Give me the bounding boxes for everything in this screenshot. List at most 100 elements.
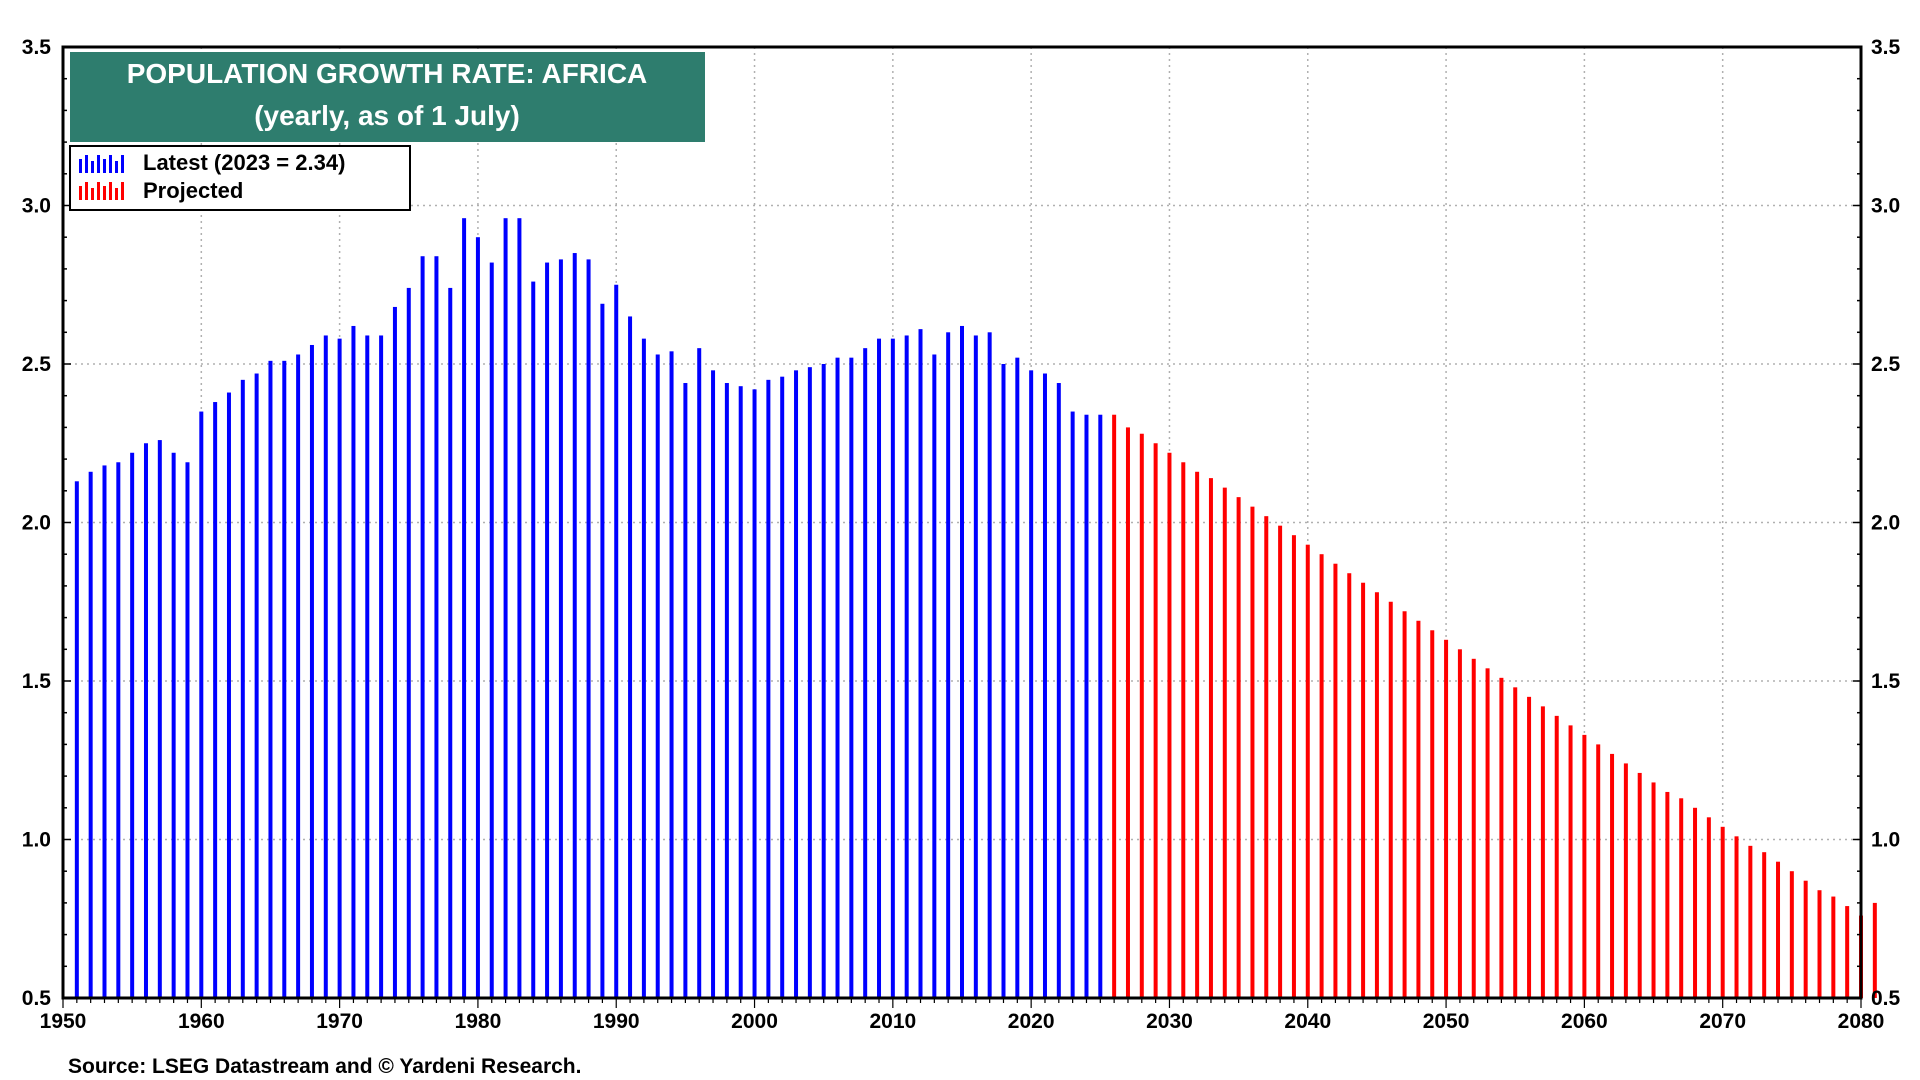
bar-projected: [1610, 753, 1615, 998]
bar-projected: [1361, 582, 1366, 998]
x-tick-label: 2080: [1838, 1010, 1885, 1033]
bar-latest: [185, 462, 190, 998]
bar-latest: [987, 332, 992, 998]
bar-projected: [1416, 620, 1421, 998]
bar-projected: [1195, 471, 1200, 998]
bar-projected: [1651, 782, 1656, 998]
y-tick-label-left: 1.0: [22, 829, 51, 852]
legend-label-latest: Latest (2023 = 2.34): [143, 150, 345, 175]
bar-projected: [1789, 871, 1794, 998]
bar-latest: [697, 348, 702, 998]
bar-latest: [157, 440, 162, 999]
legend-swatch-bar: [103, 159, 106, 173]
bar-latest: [821, 364, 826, 998]
bar-latest: [74, 481, 79, 998]
bar-latest: [600, 303, 605, 998]
bar-projected: [1457, 649, 1462, 998]
x-tick-label: 2010: [869, 1010, 916, 1033]
y-tick-label-left: 1.5: [22, 670, 52, 693]
x-tick-label: 2000: [731, 1010, 778, 1033]
bar-projected: [1513, 687, 1518, 998]
bar-latest: [323, 335, 328, 999]
y-tick-label-right: 1.5: [1871, 670, 1901, 693]
x-tick-label: 2060: [1561, 1010, 1608, 1033]
bar-latest: [628, 316, 633, 998]
bar-projected: [1236, 497, 1241, 998]
y-tick-label-right: 1.0: [1871, 829, 1900, 852]
bar-latest: [434, 256, 439, 999]
bar-projected: [1374, 592, 1379, 998]
bar-projected: [1208, 478, 1213, 998]
chart-title: POPULATION GROWTH RATE: AFRICA: [127, 58, 648, 89]
x-tick-label: 2050: [1423, 1010, 1470, 1033]
x-tick-label: 2070: [1699, 1010, 1746, 1033]
bar-latest: [1084, 414, 1089, 999]
y-tick-label-right: 0.5: [1871, 987, 1901, 1010]
bar-latest: [309, 344, 314, 999]
bar-projected: [1568, 725, 1573, 998]
bar-latest: [199, 411, 204, 998]
bar-latest: [877, 338, 882, 998]
y-tick-label-left: 3.5: [22, 36, 52, 59]
bar-projected: [1430, 630, 1435, 998]
bar-latest: [379, 335, 384, 999]
bar-projected: [1706, 817, 1711, 998]
bar-latest: [904, 335, 909, 999]
title-box: POPULATION GROWTH RATE: AFRICA (yearly, …: [70, 52, 705, 142]
bar-latest: [558, 259, 563, 998]
bar-latest: [655, 354, 660, 998]
bar-latest: [890, 338, 895, 998]
bar-latest: [780, 376, 785, 998]
legend-swatch-bar: [97, 155, 100, 173]
x-tick-label: 2030: [1146, 1010, 1193, 1033]
bar-projected: [1388, 601, 1393, 998]
legend-swatch-bar: [97, 182, 100, 200]
bar-latest: [752, 389, 757, 998]
bar-projected: [1845, 906, 1850, 998]
bar-latest: [641, 338, 646, 998]
bar-latest: [918, 329, 923, 998]
bar-projected: [1471, 658, 1476, 998]
bar-projected: [1485, 668, 1490, 998]
bar-latest: [683, 383, 688, 998]
legend-swatch-projected: [79, 182, 124, 200]
bar-latest: [226, 392, 231, 998]
bar-latest: [711, 370, 716, 999]
y-tick-label-left: 2.0: [22, 512, 51, 535]
bar-latest: [365, 335, 370, 999]
bar-latest: [143, 443, 148, 998]
bar-projected: [1693, 807, 1698, 998]
bar-projected: [1499, 677, 1504, 998]
legend-label-projected: Projected: [143, 178, 243, 203]
legend-swatch-bar: [85, 182, 88, 200]
bar-projected: [1333, 563, 1338, 998]
legend: Latest (2023 = 2.34) Projected: [69, 145, 411, 211]
bar-latest: [337, 338, 342, 998]
y-tick-label-right: 3.0: [1871, 195, 1900, 218]
bar-latest: [254, 373, 259, 998]
bar-projected: [1554, 715, 1559, 998]
bar-projected: [1831, 896, 1836, 998]
bar-projected: [1734, 836, 1739, 998]
bar-projected: [1444, 639, 1449, 998]
bar-latest: [296, 354, 301, 998]
bar-latest: [392, 306, 397, 998]
bar-projected: [1776, 861, 1781, 998]
bar-latest: [863, 348, 868, 998]
bar-latest: [503, 218, 508, 998]
x-tick-label: 1970: [316, 1010, 363, 1033]
bar-projected: [1582, 734, 1587, 998]
bar-latest: [406, 287, 411, 998]
bar-latest: [531, 281, 536, 999]
bar-latest: [766, 379, 771, 999]
x-tick-label: 1950: [40, 1010, 87, 1033]
bar-projected: [1748, 845, 1753, 998]
bar-latest: [572, 253, 577, 999]
bar-latest: [88, 471, 93, 998]
bar-projected: [1125, 427, 1130, 998]
bar-latest: [282, 360, 287, 999]
bar-projected: [1527, 696, 1532, 998]
x-tick-label: 1960: [178, 1010, 225, 1033]
bar-projected: [1139, 433, 1144, 998]
bars-layer: [74, 218, 1877, 999]
